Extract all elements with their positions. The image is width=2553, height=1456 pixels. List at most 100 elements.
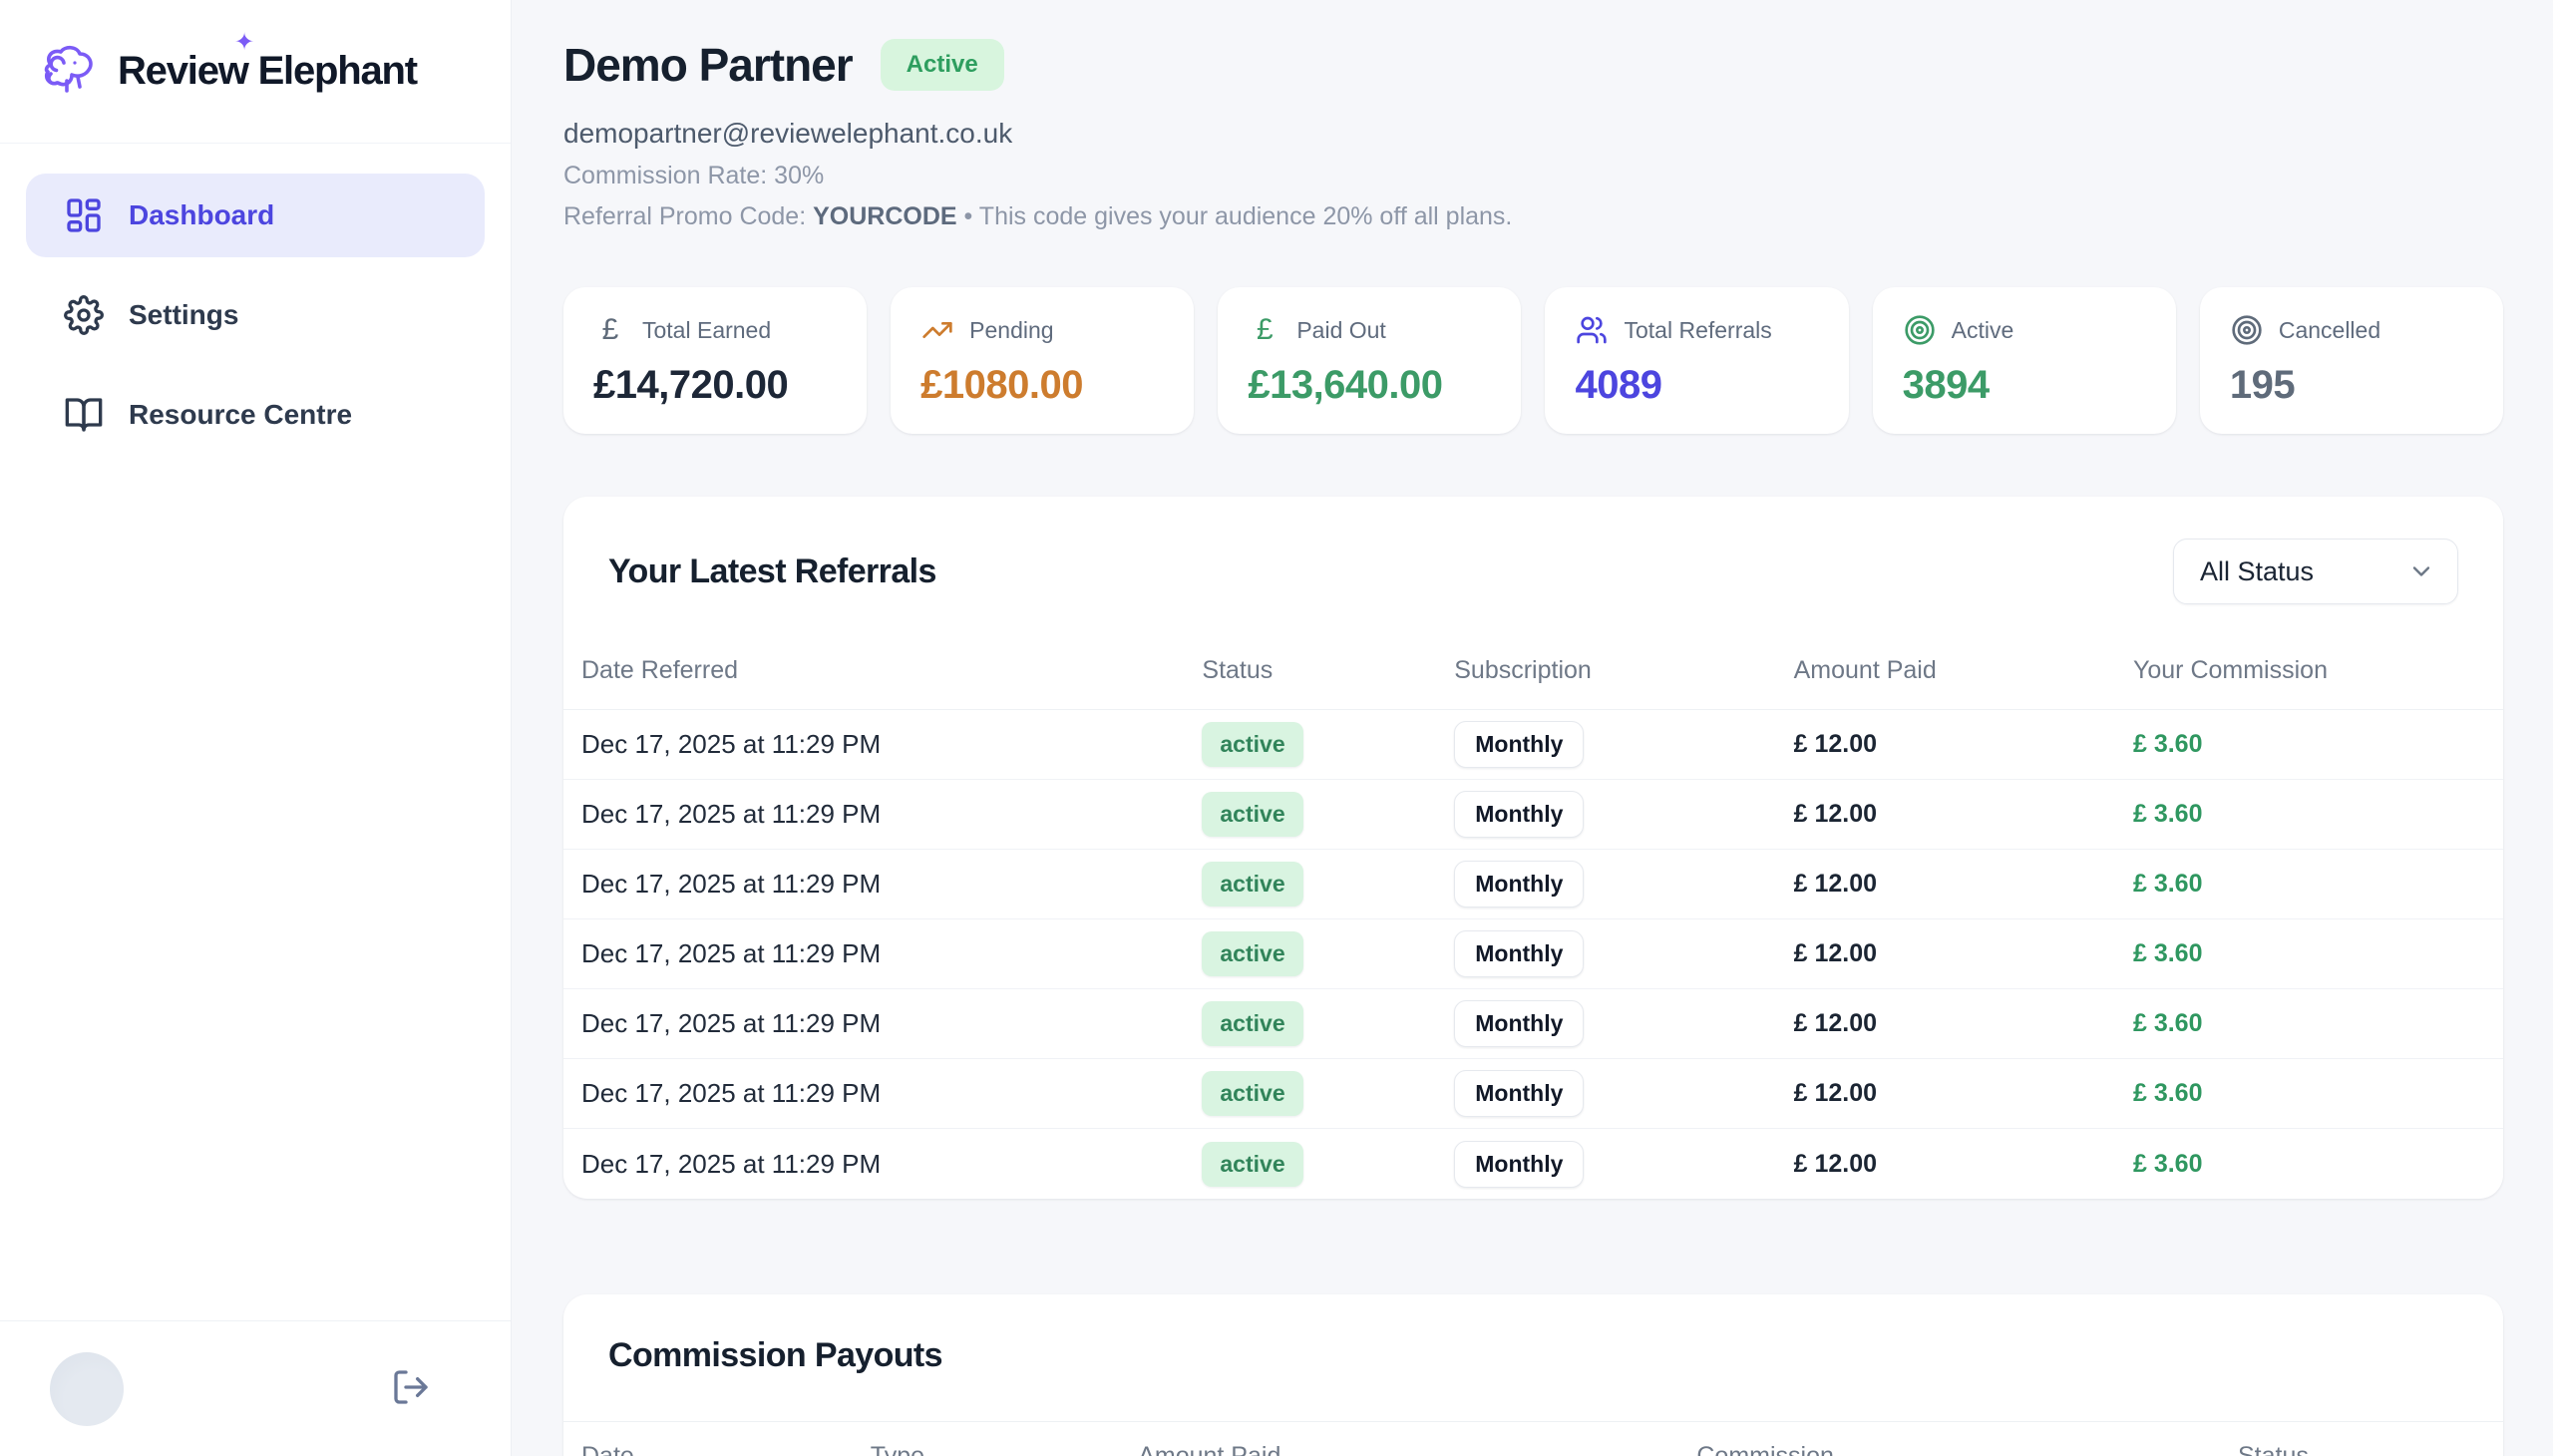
referral-date: Dec 17, 2025 at 11:29 PM — [581, 1008, 882, 1038]
stat-card-active: Active 3894 — [1872, 287, 2176, 434]
amount-paid: £ 12.00 — [1793, 730, 1878, 758]
logout-icon — [394, 1370, 428, 1404]
referral-separator: • — [963, 202, 973, 230]
status-badge: Active — [880, 39, 1004, 91]
pound-sterling-icon: £ — [601, 313, 619, 346]
table-row: Dec 17, 2025 at 11:29 PM active Monthly … — [563, 1129, 2503, 1199]
sidebar-item-settings[interactable]: Settings — [26, 273, 485, 357]
column-header: Amount Paid — [1138, 1442, 1281, 1456]
table-row: Dec 17, 2025 at 11:29 PM active Monthly … — [563, 780, 2503, 850]
column-header: Your Commission — [2132, 656, 2328, 684]
your-commission: £ 3.60 — [2132, 730, 2203, 758]
payouts-panel: Commission Payouts Date Type Amount Paid… — [563, 1294, 2503, 1456]
users-icon — [1575, 313, 1609, 347]
sidebar-nav: Dashboard Settings Resource Centre — [0, 144, 511, 487]
stat-card-total-earned: £ Total Earned £14,720.00 — [563, 287, 868, 434]
subscription-chip: Monthly — [1454, 791, 1585, 838]
table-row: Dec 17, 2025 at 11:29 PM active Monthly … — [563, 919, 2503, 989]
subscription-chip: Monthly — [1454, 721, 1585, 768]
target-icon — [1903, 313, 1937, 347]
commission-rate-line: Commission Rate: 30% — [563, 162, 825, 189]
main-content: Demo Partner Active demopartner@reviewel… — [512, 0, 2553, 1456]
table-row: Dec 17, 2025 at 11:29 PM active Monthly … — [563, 989, 2503, 1059]
referral-date: Dec 17, 2025 at 11:29 PM — [581, 1148, 882, 1179]
table-row: Dec 17, 2025 at 11:29 PM active Monthly … — [563, 850, 2503, 919]
stat-label: Pending — [969, 316, 1054, 343]
column-header: Date Referred — [581, 656, 739, 684]
status-badge: active — [1202, 792, 1303, 837]
pound-sterling-icon: £ — [1256, 313, 1274, 346]
stat-value: £14,720.00 — [593, 363, 789, 407]
trending-up-icon — [920, 313, 954, 347]
subscription-chip: Monthly — [1454, 1000, 1585, 1047]
column-header: Subscription — [1454, 656, 1592, 684]
referral-date: Dec 17, 2025 at 11:29 PM — [581, 1078, 882, 1108]
stat-card-paid-out: £ Paid Out £13,640.00 — [1218, 287, 1522, 434]
avatar[interactable] — [50, 1351, 124, 1426]
amount-paid: £ 12.00 — [1793, 939, 1878, 967]
referral-code: YOURCODE — [813, 202, 957, 230]
payouts-title: Commission Payouts — [608, 1336, 943, 1374]
your-commission: £ 3.60 — [2132, 1079, 2203, 1107]
amount-paid: £ 12.00 — [1793, 870, 1878, 898]
subscription-chip: Monthly — [1454, 930, 1585, 977]
column-header: Status — [1202, 656, 1274, 684]
stat-value: £1080.00 — [920, 363, 1083, 407]
table-row: Dec 17, 2025 at 11:29 PM active Monthly … — [563, 1059, 2503, 1129]
column-header: Commission — [1696, 1442, 1834, 1456]
stats-row: £ Total Earned £14,720.00 Pending £1080.… — [563, 287, 2503, 434]
column-header: Amount Paid — [1793, 656, 1937, 684]
stat-card-total-referrals: Total Referrals 4089 — [1545, 287, 1849, 434]
amount-paid: £ 12.00 — [1793, 1009, 1878, 1037]
stat-label: Total Earned — [642, 316, 772, 343]
referral-note: This code gives your audience 20% off al… — [978, 202, 1513, 230]
subscription-chip: Monthly — [1454, 861, 1585, 908]
status-filter-value: All Status — [2200, 555, 2315, 586]
referrals-title: Your Latest Referrals — [608, 551, 936, 590]
status-badge: active — [1202, 931, 1303, 976]
sidebar-item-dashboard[interactable]: Dashboard — [26, 174, 485, 257]
stat-label: Active — [1951, 316, 2014, 343]
chevron-down-icon — [2412, 566, 2430, 576]
page-title: Demo Partner — [563, 39, 854, 91]
amount-paid: £ 12.00 — [1793, 800, 1878, 828]
referral-date: Dec 17, 2025 at 11:29 PM — [581, 869, 882, 899]
column-header: Date — [581, 1442, 634, 1456]
payouts-table-header: Date Type Amount Paid Commission Status — [563, 1421, 2503, 1456]
referral-date: Dec 17, 2025 at 11:29 PM — [581, 729, 882, 759]
referrals-table-header: Date Referred Status Subscription Amount… — [563, 632, 2503, 710]
sidebar: ✦ Review Elephant Dashboard Settings Res… — [0, 0, 512, 1456]
stat-card-pending: Pending £1080.00 — [891, 287, 1195, 434]
brand-header: ✦ Review Elephant — [0, 0, 511, 144]
sidebar-item-label: Settings — [129, 299, 239, 330]
stat-value: 3894 — [1902, 363, 1990, 407]
partner-email: demopartner@reviewelephant.co.uk — [563, 118, 1013, 149]
status-badge: active — [1202, 722, 1303, 767]
logout-button[interactable] — [389, 1367, 433, 1411]
status-badge: active — [1202, 1071, 1303, 1116]
status-badge: active — [1202, 1001, 1303, 1046]
your-commission: £ 3.60 — [2132, 939, 2203, 967]
status-badge: active — [1202, 1141, 1303, 1187]
elephant-icon — [44, 45, 93, 93]
referral-promo-line: Referral Promo Code: YOURCODE • This cod… — [563, 202, 2503, 231]
sparkle-icon: ✦ — [234, 29, 255, 56]
referral-label: Referral Promo Code: — [563, 202, 807, 230]
book-open-icon — [65, 398, 103, 432]
sidebar-footer — [0, 1320, 511, 1456]
status-badge: active — [1202, 862, 1303, 907]
sidebar-item-resource-centre[interactable]: Resource Centre — [26, 373, 485, 457]
stat-label: Paid Out — [1296, 316, 1386, 343]
target-icon — [2230, 313, 2264, 347]
table-row: Dec 17, 2025 at 11:29 PM active Monthly … — [563, 710, 2503, 780]
stat-label: Cancelled — [2278, 316, 2381, 343]
amount-paid: £ 12.00 — [1793, 1149, 1878, 1178]
column-header: Type — [870, 1442, 924, 1456]
stat-value: 195 — [2229, 363, 2296, 407]
stat-label: Total Referrals — [1624, 316, 1772, 343]
stat-value: 4089 — [1575, 363, 1662, 407]
your-commission: £ 3.60 — [2132, 1009, 2203, 1037]
your-commission: £ 3.60 — [2132, 1149, 2203, 1178]
stat-card-cancelled: Cancelled 195 — [2199, 287, 2503, 434]
status-filter-select[interactable]: All Status — [2173, 539, 2458, 604]
